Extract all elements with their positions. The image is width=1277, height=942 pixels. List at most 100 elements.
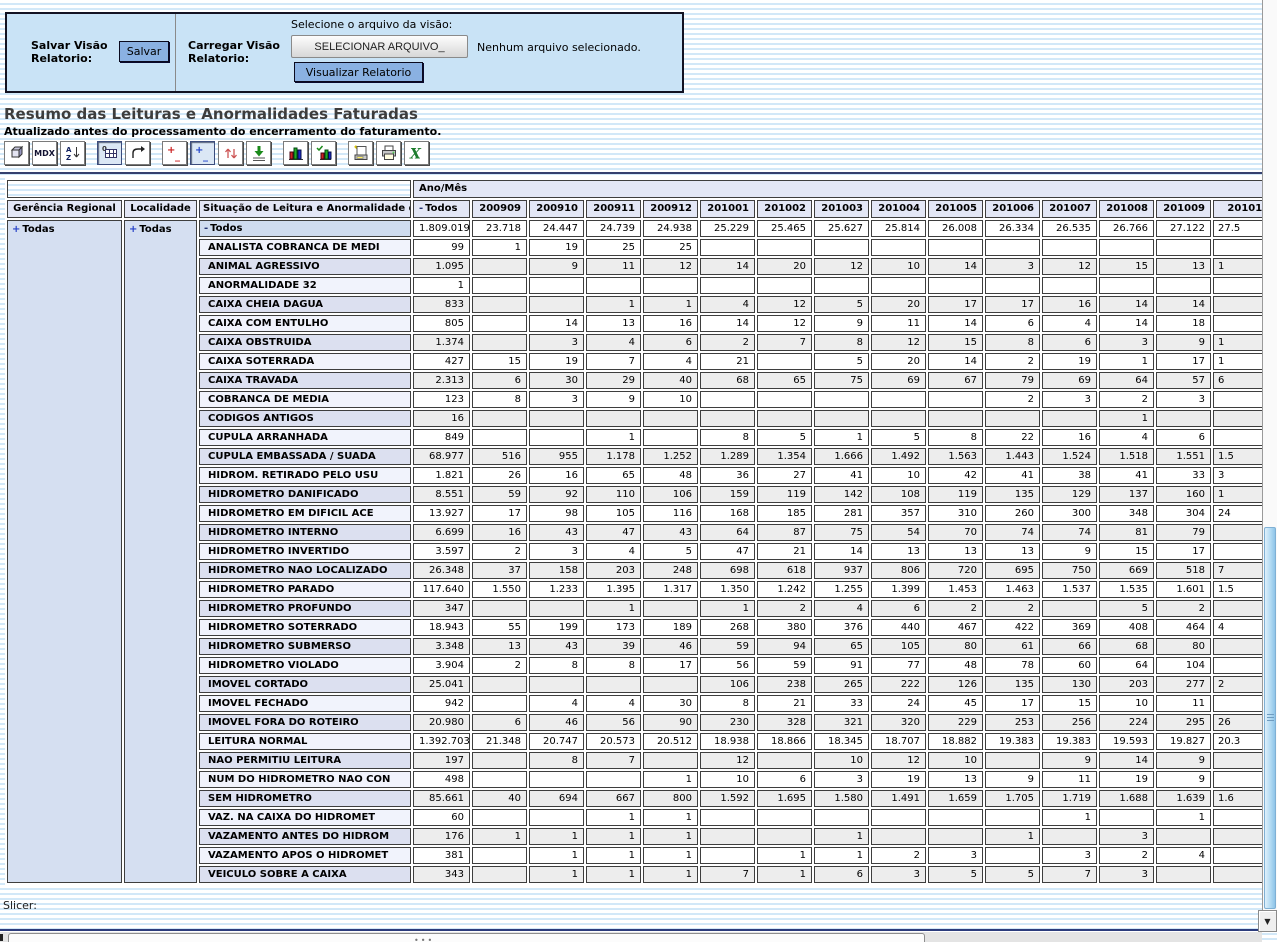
show-empty-cells-icon[interactable]: 0: [97, 141, 122, 165]
data-cell: 17: [1156, 353, 1211, 370]
data-cell: 17: [643, 657, 698, 674]
data-cell: 6: [643, 334, 698, 351]
data-cell: 13: [1156, 258, 1211, 275]
expand-icon[interactable]: +: [12, 224, 20, 235]
data-cell: 60: [413, 809, 470, 826]
configure-print-icon[interactable]: [348, 141, 373, 165]
data-cell: 81: [1099, 524, 1154, 541]
data-cell: 1: [643, 771, 698, 788]
data-cell: 321: [814, 714, 869, 731]
data-cell: [472, 771, 527, 788]
data-cell: 13.927: [413, 505, 470, 522]
data-cell: 8: [928, 429, 983, 446]
data-cell: 4: [586, 543, 641, 560]
mdx-editor-icon[interactable]: MDX: [32, 141, 57, 165]
swap-axes-icon[interactable]: [125, 141, 150, 165]
collapse-icon[interactable]: -: [204, 223, 208, 234]
expand-icon[interactable]: +: [129, 224, 137, 235]
data-cell: 15: [1099, 258, 1154, 275]
data-cell: [700, 847, 755, 864]
collapse-icon[interactable]: -: [419, 203, 423, 214]
data-cell: [871, 809, 926, 826]
data-cell: 18: [1156, 315, 1211, 332]
data-cell: [700, 391, 755, 408]
save-button[interactable]: Salvar: [119, 41, 169, 62]
data-cell: 203: [1099, 676, 1154, 693]
data-cell: [643, 410, 698, 427]
data-cell: 15: [472, 353, 527, 370]
data-cell: 54: [871, 524, 926, 541]
data-cell: 1.551: [1156, 448, 1211, 465]
data-cell: 25.814: [871, 220, 926, 237]
data-cell: 1.537: [1042, 581, 1097, 598]
drill-through-icon[interactable]: [246, 141, 271, 165]
horizontal-scrollbar-thumb[interactable]: •••: [8, 933, 925, 942]
data-cell: [985, 239, 1040, 256]
data-cell: 20.747: [529, 733, 584, 750]
data-cell: [928, 809, 983, 826]
data-cell: [586, 410, 641, 427]
data-cell: [1156, 239, 1211, 256]
export-excel-icon[interactable]: X: [404, 141, 429, 165]
drill-position-icon[interactable]: +_: [190, 141, 215, 165]
data-cell: 955: [529, 448, 584, 465]
scroll-down-button[interactable]: ▼: [1258, 910, 1277, 932]
row-header-localidade: Localidade: [124, 200, 197, 218]
drill-member-icon[interactable]: +_: [162, 141, 187, 165]
data-cell: [1156, 410, 1211, 427]
data-cell: 3: [529, 391, 584, 408]
horizontal-scrollbar[interactable]: •••: [0, 932, 1262, 942]
print-pdf-icon[interactable]: [376, 141, 401, 165]
data-cell: 300: [1042, 505, 1097, 522]
data-cell: [871, 277, 926, 294]
page-title: Resumo das Leituras e Anormalidades Fatu…: [4, 105, 418, 123]
data-cell: 74: [985, 524, 1040, 541]
data-cell: [1213, 429, 1262, 446]
data-cell: [757, 391, 812, 408]
data-cell: [985, 809, 1040, 826]
data-cell: [472, 334, 527, 351]
data-cell: [1213, 657, 1262, 674]
data-cell: [757, 353, 812, 370]
data-cell: 47: [586, 524, 641, 541]
data-cell: 119: [928, 486, 983, 503]
data-cell: 24.739: [586, 220, 641, 237]
view-report-button[interactable]: Visualizar Relatorio: [294, 62, 423, 82]
data-cell: [1099, 277, 1154, 294]
data-cell: [472, 809, 527, 826]
chart-config-icon[interactable]: [311, 141, 336, 165]
divider-line-top: [0, 172, 1262, 174]
show-chart-icon[interactable]: [283, 141, 308, 165]
vertical-scrollbar[interactable]: [1262, 0, 1277, 932]
data-cell: 1: [643, 296, 698, 313]
data-cell: 26: [1213, 714, 1262, 731]
data-cell: 56: [586, 714, 641, 731]
drill-replace-icon[interactable]: [218, 141, 243, 165]
data-cell: 33: [814, 695, 869, 712]
data-cell: 17: [928, 296, 983, 313]
data-cell: 1.374: [413, 334, 470, 351]
data-cell: 20.512: [643, 733, 698, 750]
select-file-button[interactable]: SELECIONAR ARQUIVO_: [291, 35, 468, 58]
data-cell: 694: [529, 790, 584, 807]
data-cell: [757, 752, 812, 769]
data-cell: [1042, 277, 1097, 294]
vertical-scrollbar-thumb[interactable]: [1264, 527, 1276, 909]
column-header: 200909: [472, 200, 527, 218]
data-cell: 8.551: [413, 486, 470, 503]
data-cell: 1.491: [871, 790, 926, 807]
olap-navigator-icon[interactable]: [4, 141, 29, 165]
data-cell: 3: [1156, 391, 1211, 408]
data-cell: [928, 828, 983, 845]
row-header-situacao: Situação de Leitura e Anormalidade de Fa…: [199, 200, 411, 218]
data-cell: 19.827: [1156, 733, 1211, 750]
data-cell: 1: [643, 866, 698, 883]
row-label: CAIXA SOTERRADA: [199, 353, 411, 370]
data-cell: [757, 277, 812, 294]
sort-az-icon[interactable]: AZ: [60, 141, 85, 165]
data-cell: 348: [1099, 505, 1154, 522]
data-cell: 1.350: [700, 581, 755, 598]
column-header: 201006: [985, 200, 1040, 218]
pivot-table-container: Ano/Mês Gerência Regional Localidade Sit…: [5, 178, 1262, 904]
scroll-left-stub[interactable]: [0, 934, 3, 941]
